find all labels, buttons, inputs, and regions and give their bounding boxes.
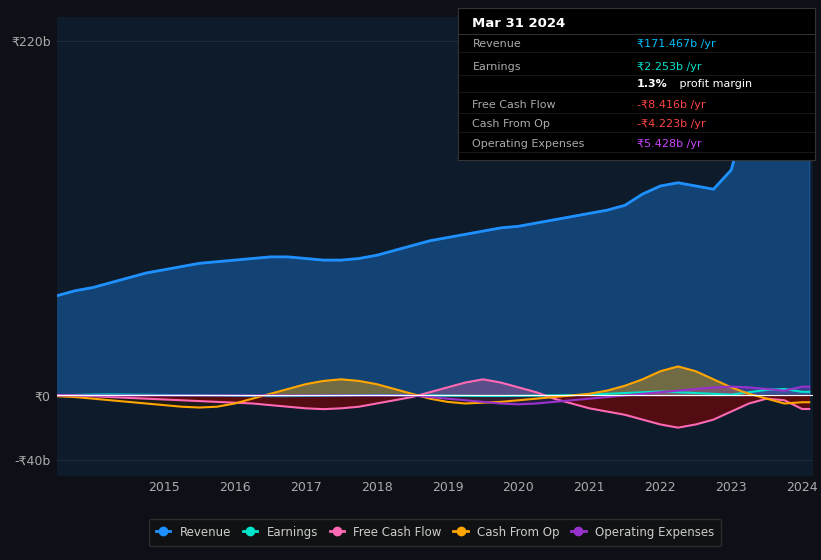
Text: Revenue: Revenue <box>472 39 521 49</box>
Text: -₹4.223b /yr: -₹4.223b /yr <box>637 119 705 129</box>
Text: Cash From Op: Cash From Op <box>472 119 550 129</box>
Text: Earnings: Earnings <box>472 62 521 72</box>
Text: ₹2.253b /yr: ₹2.253b /yr <box>637 62 701 72</box>
Text: Operating Expenses: Operating Expenses <box>472 139 585 149</box>
Text: profit margin: profit margin <box>676 78 752 88</box>
Text: ₹5.428b /yr: ₹5.428b /yr <box>637 139 701 149</box>
Text: ₹171.467b /yr: ₹171.467b /yr <box>637 39 715 49</box>
Text: -₹8.416b /yr: -₹8.416b /yr <box>637 100 705 110</box>
Text: 1.3%: 1.3% <box>637 78 667 88</box>
Text: Free Cash Flow: Free Cash Flow <box>472 100 556 110</box>
Text: Mar 31 2024: Mar 31 2024 <box>472 17 566 30</box>
Legend: Revenue, Earnings, Free Cash Flow, Cash From Op, Operating Expenses: Revenue, Earnings, Free Cash Flow, Cash … <box>149 519 722 546</box>
